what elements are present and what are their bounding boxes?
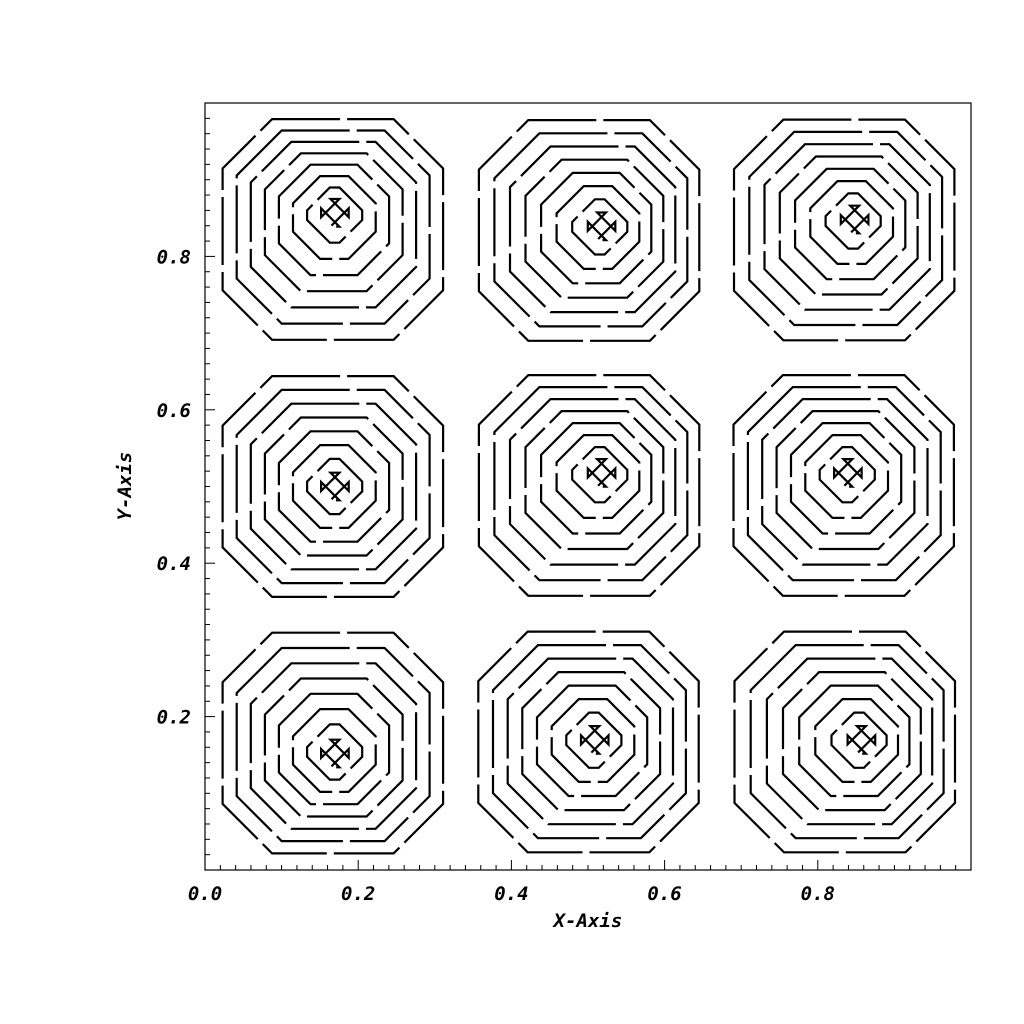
contour-line bbox=[320, 471, 350, 502]
contour-line bbox=[306, 723, 364, 781]
y-tick-label: 0.2 bbox=[157, 707, 191, 729]
contour-line bbox=[221, 631, 445, 855]
contour-line bbox=[781, 671, 922, 812]
contour-line bbox=[249, 662, 418, 830]
contour-line bbox=[571, 446, 629, 504]
x-tick-label: 0.6 bbox=[647, 883, 681, 905]
contour-line bbox=[277, 430, 391, 543]
contour-line bbox=[748, 130, 944, 327]
contour-line bbox=[506, 657, 675, 826]
contour-line bbox=[491, 644, 687, 840]
contour-line bbox=[814, 698, 900, 783]
contour-line bbox=[550, 698, 636, 783]
contour-line bbox=[732, 374, 955, 597]
y-tick-label: 0.4 bbox=[157, 553, 191, 575]
x-tick-label: 0.8 bbox=[801, 883, 835, 905]
contour-line bbox=[809, 180, 895, 265]
contour-line bbox=[477, 119, 701, 342]
contour-line bbox=[586, 211, 617, 242]
contour-line bbox=[320, 197, 350, 228]
contour-line bbox=[277, 692, 391, 806]
contour-line bbox=[824, 192, 882, 250]
x-tick-label: 0.0 bbox=[188, 883, 222, 905]
contour-line bbox=[775, 410, 916, 551]
contour-line bbox=[565, 711, 623, 769]
contour-line bbox=[221, 375, 445, 598]
contour-line bbox=[540, 171, 653, 285]
contour-line bbox=[535, 684, 649, 798]
contour-line bbox=[839, 204, 870, 235]
contour-line bbox=[306, 186, 364, 244]
contour-line bbox=[249, 402, 418, 571]
contour-line bbox=[540, 422, 653, 535]
contour-line bbox=[555, 185, 641, 270]
contour-line bbox=[477, 374, 701, 597]
x-tick-label: 0.2 bbox=[341, 883, 375, 905]
y-tick-labels: 0.2 0.4 0.6 0.8 bbox=[157, 246, 191, 728]
contour-line bbox=[508, 145, 677, 314]
contour-line bbox=[291, 708, 377, 793]
contour-line bbox=[765, 657, 934, 826]
contour-line bbox=[521, 671, 662, 812]
contour-line bbox=[833, 458, 863, 488]
contour-line bbox=[249, 140, 418, 309]
y-tick-label: 0.6 bbox=[157, 400, 191, 422]
x-tick-label: 0.4 bbox=[494, 883, 528, 905]
plot-background bbox=[205, 103, 971, 870]
contour-line bbox=[524, 158, 665, 299]
contour-line bbox=[732, 118, 956, 342]
x-tick-labels: 0.0 0.2 0.4 0.6 0.8 bbox=[188, 883, 835, 905]
contour-line bbox=[306, 457, 364, 516]
contour-line bbox=[263, 152, 404, 293]
contour-line bbox=[291, 175, 377, 260]
contour-line bbox=[804, 434, 890, 519]
contour-line bbox=[746, 386, 942, 582]
contour-line bbox=[818, 446, 876, 504]
contour-line bbox=[320, 738, 350, 769]
contour-line bbox=[798, 684, 911, 798]
y-axis-label: Y-Axis bbox=[114, 452, 136, 521]
contour-line bbox=[221, 118, 445, 341]
contour-line bbox=[263, 416, 404, 557]
contour-line bbox=[291, 444, 377, 529]
y-tick-label: 0.8 bbox=[157, 246, 191, 268]
x-axis-label: X-Axis bbox=[552, 910, 623, 932]
contour-line bbox=[789, 422, 903, 535]
contour-line bbox=[235, 646, 431, 843]
contour-line bbox=[571, 198, 629, 256]
contour-line bbox=[579, 725, 610, 755]
contour-line bbox=[830, 711, 888, 769]
contour-line bbox=[749, 644, 945, 840]
contour-line bbox=[586, 458, 617, 488]
contour-lines bbox=[221, 118, 957, 855]
contour-line bbox=[846, 725, 877, 755]
contour-line bbox=[763, 143, 931, 311]
x-minor-ticks bbox=[204, 860, 972, 870]
contour-line bbox=[277, 163, 391, 277]
contour-line bbox=[761, 398, 929, 566]
contour-line bbox=[778, 155, 919, 296]
contour-line bbox=[493, 386, 689, 582]
contour-line bbox=[794, 167, 907, 281]
contour-line bbox=[235, 388, 431, 585]
contour-line bbox=[235, 129, 431, 325]
y-minor-ticks bbox=[205, 102, 215, 871]
contour-line bbox=[733, 630, 957, 854]
contour-line bbox=[508, 398, 677, 566]
contour-line bbox=[477, 630, 700, 854]
contour-line bbox=[493, 132, 689, 328]
contour-line bbox=[555, 434, 641, 519]
contour-line bbox=[524, 410, 665, 551]
contour-line bbox=[263, 677, 404, 818]
